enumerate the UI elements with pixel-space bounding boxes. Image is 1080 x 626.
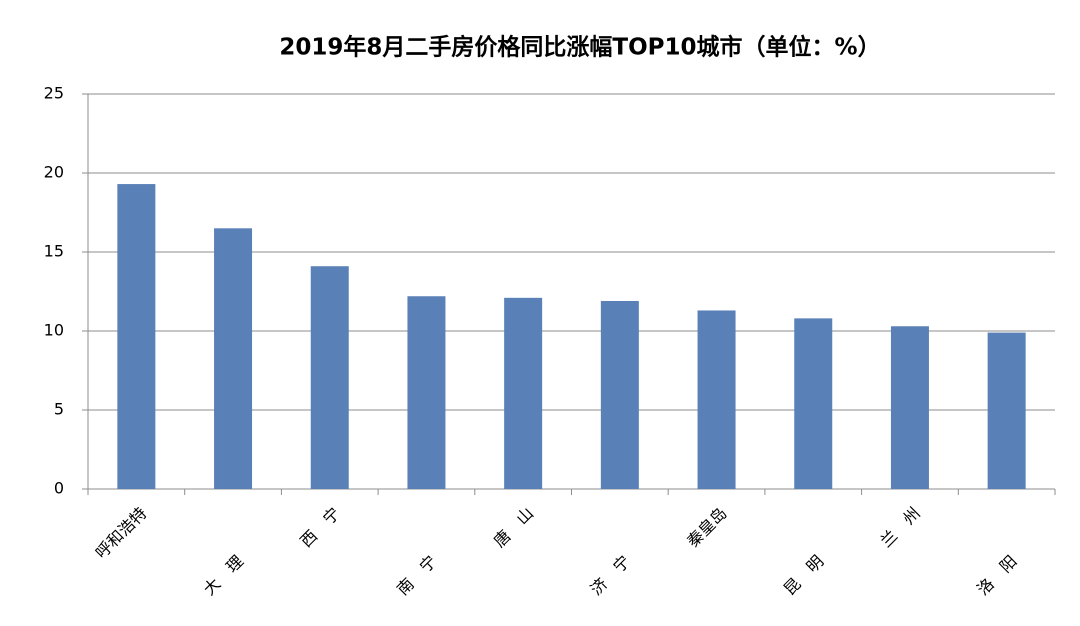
x-tick-label: 大 理 [200, 552, 247, 599]
x-tick-label: 洛 阳 [973, 552, 1020, 599]
x-tick-label: 济 宁 [586, 552, 633, 599]
bar [214, 228, 253, 490]
bar [117, 184, 156, 489]
y-tick-label: 15 [44, 242, 64, 261]
y-tick-label: 5 [54, 400, 64, 419]
x-tick-label: 西 宁 [296, 504, 343, 551]
bar [310, 266, 349, 489]
x-tick-label: 秦皇岛 [683, 504, 730, 551]
chart-title: 2019年8月二手房价格同比涨幅TOP10城市（单位：%） [279, 34, 880, 61]
y-tick-label: 0 [54, 479, 64, 498]
y-tick-label: 20 [44, 163, 64, 182]
bar [407, 296, 446, 489]
bar [794, 318, 833, 489]
bar [987, 332, 1026, 489]
x-tick-label: 呼和浩特 [92, 504, 151, 563]
x-tick-label: 兰 州 [877, 504, 924, 551]
x-tick-label: 南 宁 [393, 552, 440, 599]
bar [600, 300, 639, 489]
bar [697, 310, 736, 489]
y-tick-label: 10 [44, 321, 64, 340]
x-tick-label: 昆 明 [780, 552, 827, 599]
bar [890, 326, 929, 489]
bar [504, 297, 543, 489]
x-tick-label: 唐 山 [490, 504, 537, 551]
y-tick-label: 25 [44, 84, 64, 103]
